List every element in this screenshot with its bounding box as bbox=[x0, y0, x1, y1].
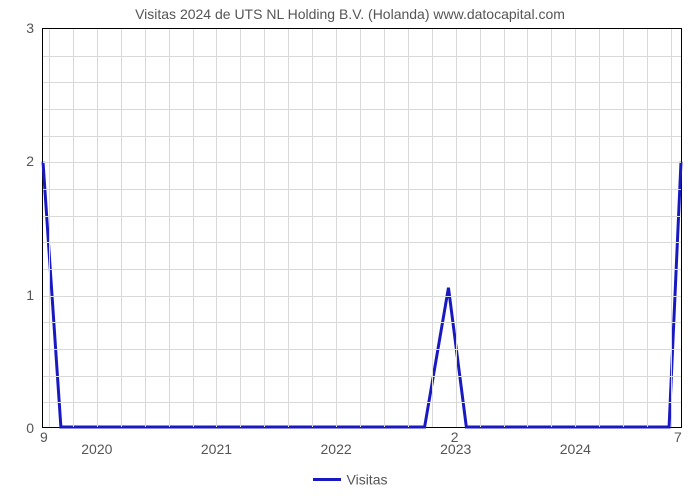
gridline-horizontal bbox=[43, 189, 681, 190]
gridline-horizontal bbox=[43, 56, 681, 57]
gridline-vertical bbox=[264, 29, 265, 427]
gridline-vertical bbox=[336, 29, 337, 427]
gridline-horizontal bbox=[43, 136, 681, 137]
gridline-vertical bbox=[216, 29, 217, 427]
gridline-horizontal bbox=[43, 162, 681, 163]
y-tick-label: 2 bbox=[0, 153, 34, 169]
gridline-vertical bbox=[599, 29, 600, 427]
y-tick-label: 1 bbox=[0, 287, 34, 303]
gridline-horizontal bbox=[43, 82, 681, 83]
gridline-horizontal bbox=[43, 376, 681, 377]
gridline-vertical bbox=[193, 29, 194, 427]
gridline-vertical bbox=[360, 29, 361, 427]
series-line bbox=[43, 29, 681, 427]
y-tick-label: 3 bbox=[0, 20, 34, 36]
gridline-vertical bbox=[504, 29, 505, 427]
visits-polyline bbox=[43, 162, 681, 427]
gridline-vertical bbox=[145, 29, 146, 427]
x-tick-label: 2022 bbox=[321, 441, 352, 457]
x-tick-label: 2024 bbox=[560, 441, 591, 457]
legend-swatch bbox=[313, 478, 341, 481]
legend: Visitas bbox=[0, 470, 700, 487]
gridline-horizontal bbox=[43, 269, 681, 270]
gridline-vertical bbox=[575, 29, 576, 427]
gridline-vertical bbox=[312, 29, 313, 427]
gridline-horizontal bbox=[43, 402, 681, 403]
edge-label-left: 9 bbox=[40, 429, 48, 445]
gridline-vertical bbox=[527, 29, 528, 427]
gridline-horizontal bbox=[43, 109, 681, 110]
gridline-vertical bbox=[456, 29, 457, 427]
gridline-vertical bbox=[408, 29, 409, 427]
gridline-vertical bbox=[49, 29, 50, 427]
gridline-horizontal bbox=[43, 216, 681, 217]
edge-label-right-bottom: 2 bbox=[451, 429, 459, 445]
plot-area: 20202021202220232024 bbox=[42, 28, 682, 428]
gridline-vertical bbox=[671, 29, 672, 427]
gridline-vertical bbox=[480, 29, 481, 427]
gridline-vertical bbox=[432, 29, 433, 427]
gridline-vertical bbox=[240, 29, 241, 427]
gridline-vertical bbox=[551, 29, 552, 427]
gridline-vertical bbox=[647, 29, 648, 427]
gridline-vertical bbox=[97, 29, 98, 427]
gridline-vertical bbox=[169, 29, 170, 427]
y-tick-label: 0 bbox=[0, 420, 34, 436]
gridline-vertical bbox=[288, 29, 289, 427]
gridline-vertical bbox=[121, 29, 122, 427]
x-tick-label: 2021 bbox=[201, 441, 232, 457]
gridline-horizontal bbox=[43, 296, 681, 297]
gridline-horizontal bbox=[43, 349, 681, 350]
legend-label: Visitas bbox=[347, 471, 388, 487]
gridline-horizontal bbox=[43, 242, 681, 243]
visits-line-chart: Visitas 2024 de UTS NL Holding B.V. (Hol… bbox=[0, 0, 700, 500]
x-tick-label: 2020 bbox=[81, 441, 112, 457]
gridline-vertical bbox=[623, 29, 624, 427]
gridline-vertical bbox=[73, 29, 74, 427]
gridline-vertical bbox=[384, 29, 385, 427]
chart-title: Visitas 2024 de UTS NL Holding B.V. (Hol… bbox=[0, 6, 700, 22]
edge-label-right-top: 7 bbox=[674, 429, 682, 445]
gridline-horizontal bbox=[43, 322, 681, 323]
